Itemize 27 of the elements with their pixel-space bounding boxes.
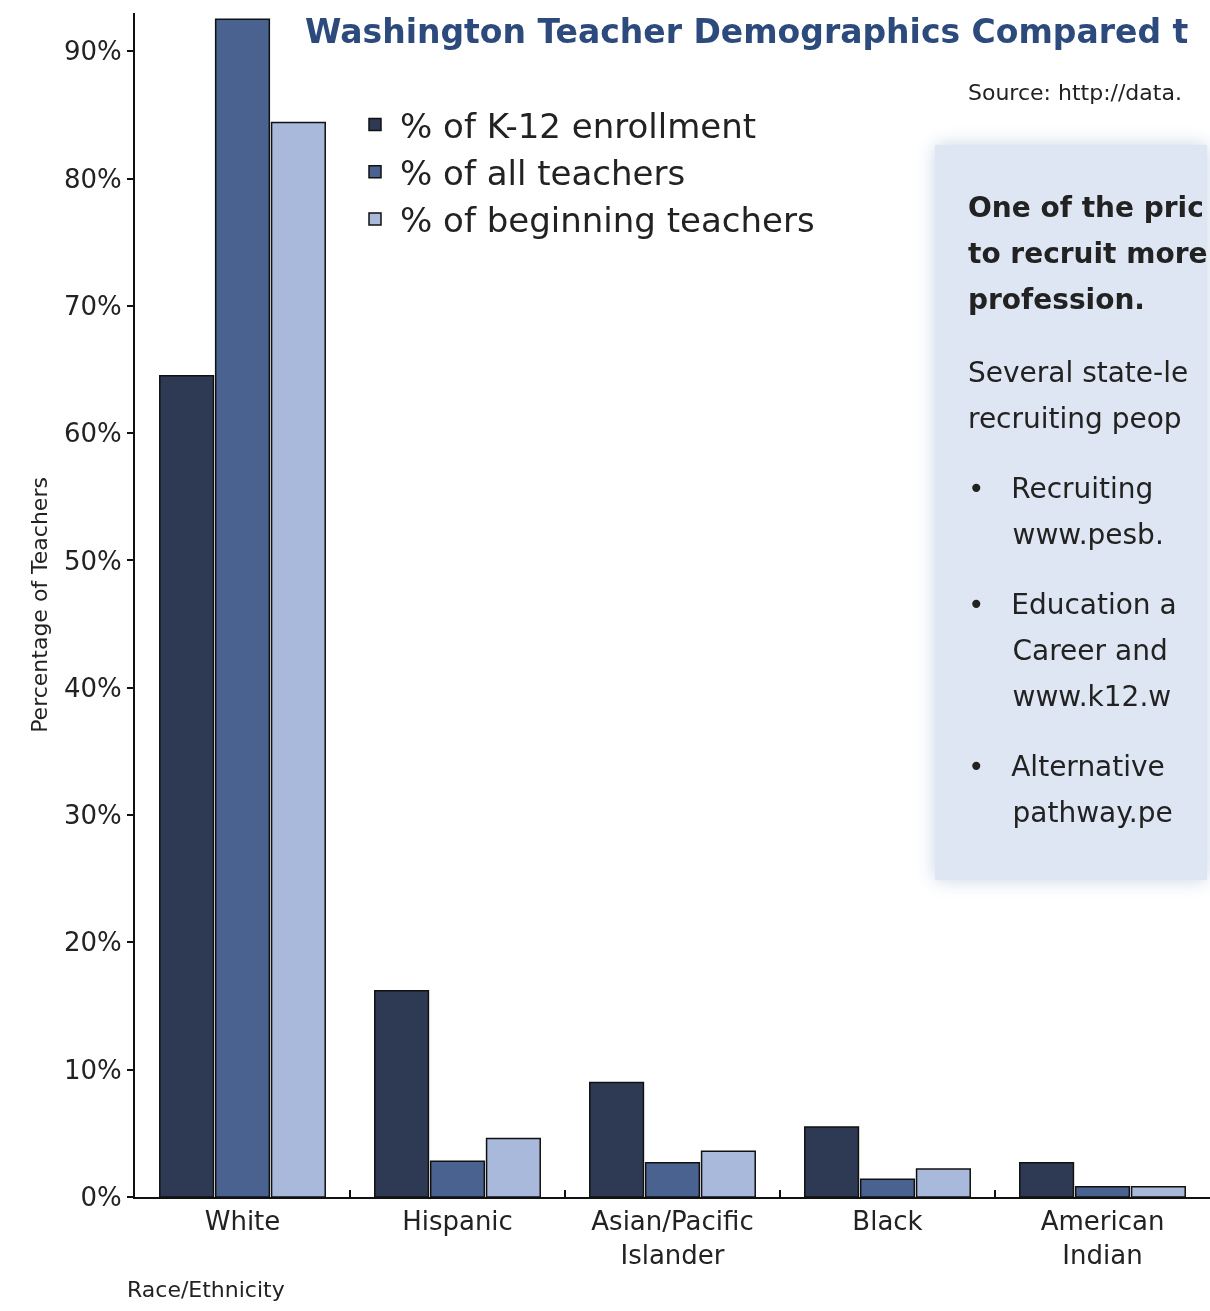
y-tick-label: 60% bbox=[64, 418, 122, 449]
y-tick-label: 0% bbox=[80, 1182, 122, 1213]
legend-label: % of K-12 enrollment bbox=[400, 105, 757, 146]
x-axis-title: Race/Ethnicity bbox=[127, 1277, 285, 1302]
y-tick-label: 40% bbox=[64, 672, 122, 703]
annotation: • Alternative pathway.pe bbox=[968, 749, 1173, 831]
x-tick-label: Asian/Pacific Islander bbox=[591, 1206, 754, 1270]
y-axis-title: Percentage of Teachers bbox=[27, 477, 53, 733]
legend-label: % of all teachers bbox=[400, 152, 686, 193]
y-tick-label: 80% bbox=[64, 163, 122, 194]
y-tick-label: 20% bbox=[64, 927, 122, 958]
annotation: • Education a Career and www.k12.w bbox=[968, 587, 1177, 715]
y-tick-label: 90% bbox=[64, 36, 122, 67]
legend-label: % of beginning teachers bbox=[400, 200, 815, 241]
y-tick-label: 30% bbox=[64, 800, 122, 831]
annotation: Source: http://data. bbox=[968, 79, 1182, 107]
x-tick-label: American Indian bbox=[1040, 1206, 1165, 1270]
annotation: Several state-le recruiting peop bbox=[968, 355, 1189, 437]
x-tick-label: Black bbox=[852, 1206, 923, 1237]
x-tick-label: Hispanic bbox=[402, 1206, 513, 1237]
chart-title: Washington Teacher Demographics Compared t bbox=[305, 12, 1189, 52]
y-tick-label: 50% bbox=[64, 545, 122, 576]
y-tick-label: 10% bbox=[64, 1054, 122, 1085]
annotation: One of the pric to recruit more profession. bbox=[968, 190, 1208, 318]
annotation: • Recruiting www.pesb. bbox=[968, 471, 1164, 553]
x-tick-label: White bbox=[204, 1206, 281, 1237]
y-tick-label: 70% bbox=[64, 290, 122, 321]
